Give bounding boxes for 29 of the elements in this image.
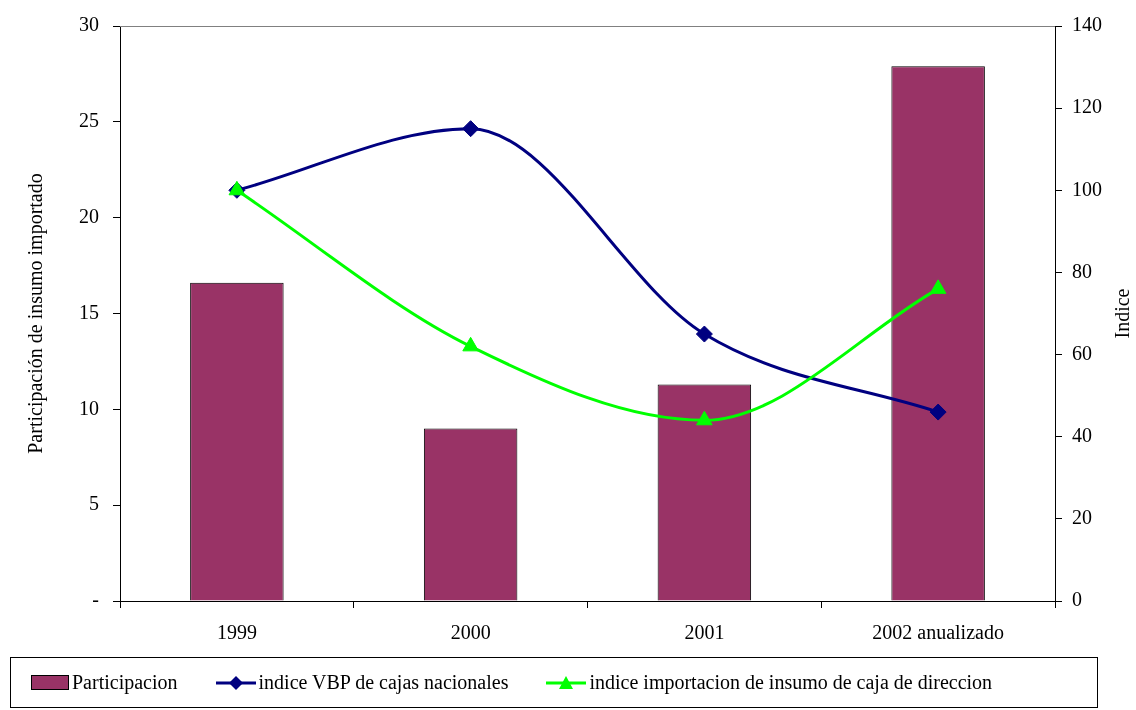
x-tick-label: 2000 [450, 621, 491, 644]
point [462, 120, 480, 138]
x-tick-label: 1999 [216, 621, 257, 644]
legend-label: indice importacion de insumo de caja de direccion [589, 671, 993, 694]
y-tick-label: 5 [89, 492, 99, 515]
x-tick-label: 2002 anualizado [872, 621, 1004, 644]
legend-label: Participacion [72, 671, 178, 694]
y-tick-label: 30 [79, 13, 99, 36]
point [462, 336, 479, 352]
y2-tick-label: 20 [1072, 506, 1092, 529]
y2-tick-label: 60 [1072, 341, 1092, 364]
y2-tick-label: 80 [1072, 259, 1092, 282]
y2-tick-label: 100 [1072, 177, 1102, 200]
y2-tick-label: 40 [1072, 423, 1092, 446]
y-tick-label: - [92, 588, 99, 611]
y-tick-label: 25 [79, 109, 99, 132]
y2-axis-title: Indice [1111, 288, 1134, 339]
y2-tick-label: 0 [1072, 588, 1082, 611]
x-tick-label: 2001 [684, 621, 725, 644]
y-tick-label: 15 [79, 300, 99, 323]
y-tick-label: 20 [79, 204, 99, 227]
y2-tick-label: 120 [1072, 95, 1102, 118]
point [696, 410, 713, 426]
point [929, 279, 947, 294]
y-tick-label: 10 [79, 396, 99, 419]
legend-label: indice VBP de cajas nacionales [258, 671, 509, 694]
y-axis-title: Participación de insumo importado [24, 173, 48, 454]
y2-tick-label: 140 [1072, 13, 1102, 36]
point [695, 325, 713, 343]
